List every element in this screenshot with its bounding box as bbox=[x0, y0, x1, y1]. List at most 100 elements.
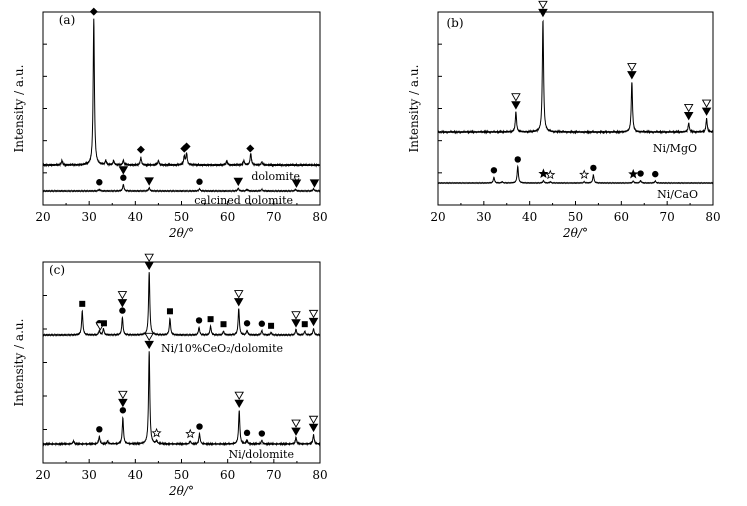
panel-label: (b) bbox=[446, 16, 463, 30]
triangle-down-filled-marker bbox=[117, 299, 128, 308]
triangle-down-filled-marker bbox=[309, 179, 320, 188]
circle-marker bbox=[196, 178, 203, 185]
x-axis-label: 2θ/° bbox=[562, 226, 588, 240]
square-marker bbox=[301, 321, 308, 328]
circle-marker bbox=[96, 426, 103, 433]
triangle-down-filled-marker bbox=[233, 298, 244, 307]
x-tick-label: 30 bbox=[82, 468, 97, 482]
series-label: dolomite bbox=[251, 170, 300, 183]
x-tick-label: 60 bbox=[220, 210, 235, 224]
triangle-down-open-marker bbox=[308, 415, 319, 425]
series-label: Ni/dolomite bbox=[228, 448, 294, 461]
triangle-down-open-marker bbox=[291, 419, 301, 428]
circle-marker bbox=[490, 167, 498, 174]
triangle-down-filled-marker bbox=[511, 101, 521, 110]
square-marker bbox=[79, 300, 86, 307]
series-line bbox=[42, 272, 321, 338]
diamond-marker bbox=[246, 144, 255, 153]
circle-marker bbox=[243, 429, 251, 437]
x-tick-label: 60 bbox=[614, 210, 629, 224]
circle-marker bbox=[652, 170, 659, 178]
plot-frame bbox=[437, 11, 714, 206]
series-line bbox=[42, 18, 321, 168]
x-tick-label: 70 bbox=[266, 468, 281, 482]
panel-label: (a) bbox=[59, 13, 76, 27]
x-tick-label: 40 bbox=[128, 210, 143, 224]
triangle-down-open-marker bbox=[291, 311, 301, 320]
triangle-down-filled-marker bbox=[683, 112, 694, 121]
circle-marker bbox=[258, 430, 266, 437]
star-open-marker bbox=[579, 169, 590, 179]
triangle-down-filled-marker bbox=[144, 261, 154, 271]
circle-marker bbox=[637, 170, 644, 177]
triangle-down-filled-marker bbox=[118, 398, 128, 408]
series-line bbox=[437, 164, 714, 185]
circle-marker bbox=[120, 174, 127, 181]
triangle-down-open-marker bbox=[234, 391, 244, 401]
square-marker bbox=[100, 320, 107, 327]
triangle-down-filled-marker bbox=[144, 340, 154, 350]
triangle-down-open-marker bbox=[308, 309, 319, 319]
circle-marker bbox=[514, 156, 521, 163]
triangle-down-open-marker bbox=[144, 253, 154, 263]
star-filled-marker bbox=[628, 168, 639, 179]
x-tick-label: 80 bbox=[312, 468, 327, 482]
series-line bbox=[42, 351, 321, 447]
x-axis-label: 2θ/° bbox=[168, 484, 194, 498]
x-tick-label: 40 bbox=[128, 468, 143, 482]
triangle-down-filled-marker bbox=[308, 317, 319, 327]
circle-marker bbox=[196, 423, 203, 430]
triangle-down-open-marker bbox=[538, 0, 548, 10]
triangle-down-open-marker bbox=[233, 290, 244, 299]
x-tick-label: 20 bbox=[430, 210, 445, 224]
square-marker bbox=[220, 321, 227, 328]
x-tick-label: 30 bbox=[476, 210, 491, 224]
x-tick-label: 80 bbox=[312, 210, 327, 224]
x-axis-label: 2θ/° bbox=[168, 226, 194, 240]
star-open-marker bbox=[151, 427, 162, 438]
panel-label: (c) bbox=[49, 263, 65, 277]
x-tick-label: 20 bbox=[35, 468, 50, 482]
x-tick-label: 50 bbox=[174, 210, 189, 224]
panel-a: 20 30 40 50 60 70 80 2θ/° Intensity / a.u. (a) dol… bbox=[12, 7, 328, 240]
square-marker bbox=[166, 308, 173, 315]
series-label: calcined dolomite bbox=[194, 194, 293, 207]
diamond-marker bbox=[136, 145, 145, 154]
square-marker bbox=[207, 316, 214, 323]
star-open-marker bbox=[185, 428, 196, 439]
circle-marker bbox=[590, 164, 597, 172]
triangle-down-filled-marker bbox=[538, 8, 548, 18]
x-tick-label: 30 bbox=[82, 210, 97, 224]
x-tick-label: 70 bbox=[660, 210, 675, 224]
series-label: Ni/CaO bbox=[657, 188, 698, 201]
triangle-down-open-marker bbox=[118, 390, 128, 400]
triangle-down-open-marker bbox=[117, 291, 128, 300]
series-line bbox=[437, 19, 714, 135]
x-tick-label: 50 bbox=[568, 210, 583, 224]
triangle-down-filled-marker bbox=[118, 166, 129, 175]
series-label: Ni/10%CeO₂/dolomite bbox=[161, 342, 283, 355]
x-tick-label: 80 bbox=[705, 210, 720, 224]
circle-marker bbox=[119, 407, 127, 414]
x-tick-label: 20 bbox=[35, 210, 50, 224]
triangle-down-filled-marker bbox=[701, 107, 712, 116]
square-marker bbox=[268, 322, 275, 329]
panel-b: 20 30 40 50 60 70 80 2θ/° Intensity / a.u. (b) Ni/… bbox=[407, 0, 721, 240]
triangle-down-filled-marker bbox=[308, 423, 319, 433]
star-open-marker bbox=[545, 169, 556, 180]
diamond-marker bbox=[89, 7, 98, 16]
triangle-down-open-marker bbox=[701, 99, 712, 108]
series-label: Ni/MgO bbox=[653, 142, 697, 155]
x-tick-label: 70 bbox=[266, 210, 281, 224]
panel-c: 20 30 40 50 60 70 80 2θ/° Intensity / a.u. (c) Ni/… bbox=[12, 253, 328, 498]
triangle-down-filled-marker bbox=[234, 399, 244, 409]
x-tick-label: 40 bbox=[522, 210, 537, 224]
triangle-down-filled-marker bbox=[144, 177, 154, 186]
y-axis-label: Intensity / a.u. bbox=[12, 319, 26, 407]
triangle-down-filled-marker bbox=[291, 427, 301, 436]
triangle-down-filled-marker bbox=[291, 179, 302, 188]
circle-marker bbox=[119, 307, 126, 314]
star-filled-marker bbox=[538, 168, 549, 179]
y-axis-label: Intensity / a.u. bbox=[407, 65, 421, 153]
triangle-down-open-marker bbox=[511, 93, 521, 102]
